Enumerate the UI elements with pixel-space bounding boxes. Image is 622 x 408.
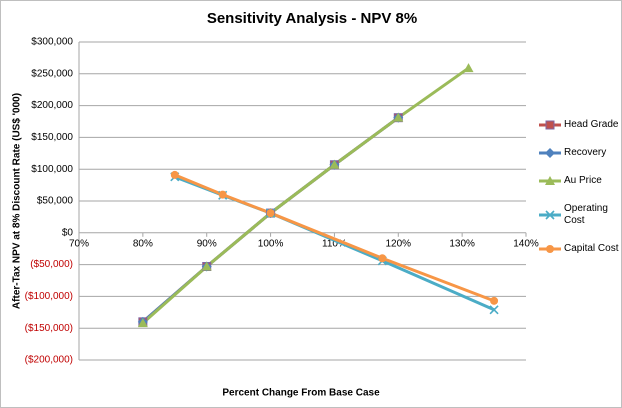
- data-point: [218, 190, 227, 199]
- x-tick-label: 90%: [197, 238, 217, 249]
- y-tick-label: $150,000: [31, 132, 73, 143]
- legend-entry: Head Grade: [539, 119, 621, 131]
- y-axis-title: After-Tax NPV at 8% Discount Rate (US$ '…: [12, 93, 23, 309]
- legend-icon: [539, 210, 561, 220]
- y-tick-label: $250,000: [31, 68, 73, 79]
- x-tick-label: 120%: [385, 238, 411, 249]
- x-axis-title: Percent Change From Base Case: [222, 388, 380, 399]
- x-tick-label: 80%: [133, 238, 153, 249]
- chart-title: Sensitivity Analysis - NPV 8%: [207, 10, 417, 27]
- legend-icon: [539, 176, 561, 185]
- series-line: [141, 66, 470, 325]
- legend-marker: [545, 148, 555, 158]
- y-tick-label: ($150,000): [25, 323, 73, 334]
- legend-marker: [545, 210, 555, 220]
- legend-label: Operating Cost: [564, 203, 608, 226]
- series-line: [141, 116, 400, 323]
- legend-icon: [539, 148, 561, 158]
- x-tick-label: 140%: [513, 238, 539, 249]
- legend-label: Au Price: [564, 175, 602, 186]
- y-tick-label: $100,000: [31, 164, 73, 175]
- x-tick-label: 100%: [258, 238, 284, 249]
- data-point: [378, 254, 387, 263]
- y-tick-label: $200,000: [31, 100, 73, 111]
- data-point: [490, 296, 499, 305]
- y-tick-label: ($100,000): [25, 291, 73, 302]
- data-point: [170, 170, 179, 179]
- legend-icon: [539, 245, 561, 253]
- legend-entry: Au Price: [539, 175, 621, 187]
- y-tick-label: $0: [62, 227, 74, 238]
- data-point: [137, 318, 148, 328]
- data-point: [329, 159, 340, 169]
- legend-entry: Recovery: [539, 147, 621, 159]
- legend-entry: Capital Cost: [539, 243, 621, 255]
- data-point: [463, 63, 474, 73]
- y-tick-label: $50,000: [37, 196, 74, 207]
- y-tick-label: ($200,000): [25, 355, 73, 366]
- data-point: [266, 209, 275, 218]
- legend-marker: [546, 245, 554, 253]
- legend-icon: [539, 120, 561, 130]
- legend-marker: [545, 176, 555, 185]
- legend-marker: [545, 120, 555, 130]
- legend-label: Recovery: [564, 147, 607, 158]
- legend-label: Capital Cost: [564, 243, 619, 254]
- x-tick-label: 110%: [322, 238, 347, 249]
- y-tick-label: ($50,000): [30, 259, 73, 270]
- y-tick-label: $300,000: [31, 37, 73, 48]
- data-point: [393, 112, 404, 122]
- data-point: [201, 261, 212, 271]
- series-line: [141, 116, 400, 323]
- legend-label: Head Grade: [564, 119, 619, 130]
- x-tick-label: 130%: [449, 238, 475, 249]
- legend-entry: Operating Cost: [539, 203, 621, 227]
- data-point: [489, 305, 499, 315]
- legend: Head Grade Recovery Au Price Operating Cost…: [539, 119, 621, 271]
- x-tick-label: 70%: [69, 238, 89, 249]
